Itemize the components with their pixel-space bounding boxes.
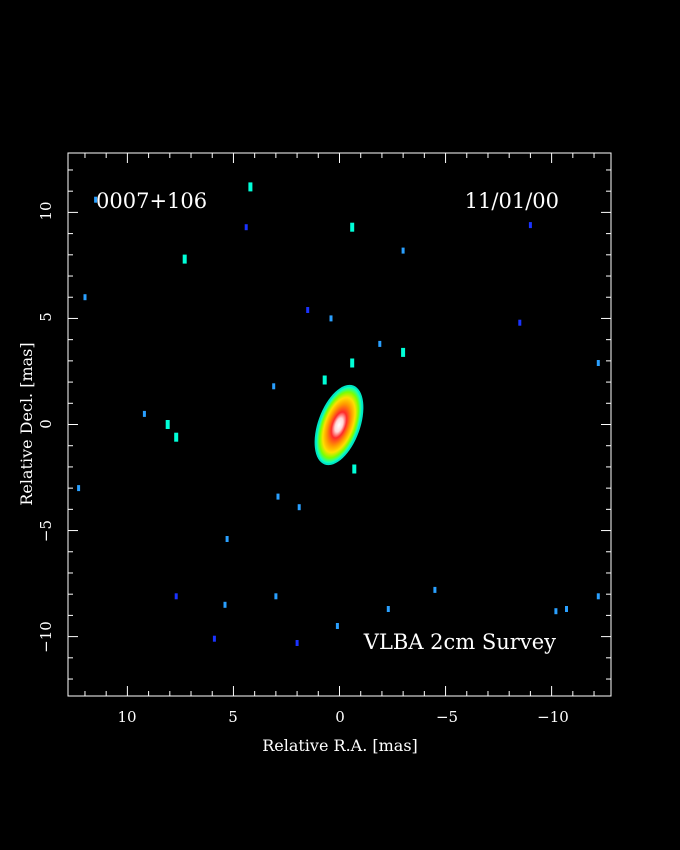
noise-feature bbox=[94, 196, 98, 203]
y-axis-label: Relative Decl. [mas] bbox=[17, 342, 36, 505]
noise-feature bbox=[77, 485, 81, 492]
noise-feature bbox=[350, 222, 355, 232]
y-tick-label: 0 bbox=[37, 419, 55, 429]
noise-feature bbox=[401, 247, 405, 254]
noise-feature bbox=[554, 608, 558, 615]
noise-feature bbox=[174, 432, 179, 442]
noise-feature bbox=[142, 410, 146, 417]
noise-feature bbox=[276, 493, 280, 500]
y-tick-label: 5 bbox=[37, 312, 55, 322]
y-tick-label: −5 bbox=[37, 520, 55, 542]
noise-feature bbox=[297, 504, 301, 511]
observation-date: 11/01/00 bbox=[465, 189, 559, 213]
core-ellipse bbox=[316, 386, 362, 464]
noise-feature bbox=[350, 358, 355, 368]
noise-feature bbox=[223, 601, 227, 608]
noise-feature bbox=[596, 593, 600, 600]
x-tick-label: −10 bbox=[537, 708, 569, 726]
noise-feature bbox=[596, 360, 600, 366]
noise-feature bbox=[248, 182, 253, 192]
noise-feature bbox=[565, 606, 568, 612]
noise-feature bbox=[212, 635, 216, 642]
noise-feature bbox=[83, 294, 87, 301]
noise-feature bbox=[335, 623, 339, 629]
survey-label: VLBA 2cm Survey bbox=[363, 630, 556, 654]
noise-feature bbox=[528, 222, 532, 229]
x-tick-label: 0 bbox=[335, 708, 345, 726]
x-axis-label: Relative R.A. [mas] bbox=[262, 736, 418, 755]
noise-feature bbox=[378, 340, 382, 347]
noise-feature bbox=[401, 347, 406, 357]
noise-feature bbox=[386, 606, 390, 612]
noise-feature bbox=[272, 383, 276, 390]
y-tick-label: 10 bbox=[37, 201, 55, 220]
noise-feature bbox=[174, 593, 178, 600]
x-tick-label: −5 bbox=[436, 708, 458, 726]
y-tick-label: −10 bbox=[37, 621, 55, 653]
x-tick-label: 10 bbox=[117, 708, 136, 726]
noise-feature bbox=[518, 319, 522, 326]
noise-feature bbox=[274, 593, 278, 600]
noise-feature bbox=[165, 420, 170, 429]
noise-feature bbox=[322, 375, 327, 385]
noise-feature bbox=[306, 307, 310, 313]
noise-feature bbox=[433, 586, 437, 593]
noise-feature bbox=[244, 224, 248, 231]
noise-feature bbox=[182, 254, 187, 264]
noise-feature bbox=[225, 536, 229, 542]
noise-feature bbox=[352, 464, 357, 474]
noise-feature bbox=[329, 315, 333, 322]
noise-features bbox=[77, 182, 600, 646]
core-component bbox=[314, 384, 364, 466]
source-name: 0007+106 bbox=[96, 189, 207, 213]
axis-ticks bbox=[68, 153, 611, 696]
x-tick-label: 5 bbox=[228, 708, 238, 726]
noise-feature bbox=[295, 640, 299, 646]
